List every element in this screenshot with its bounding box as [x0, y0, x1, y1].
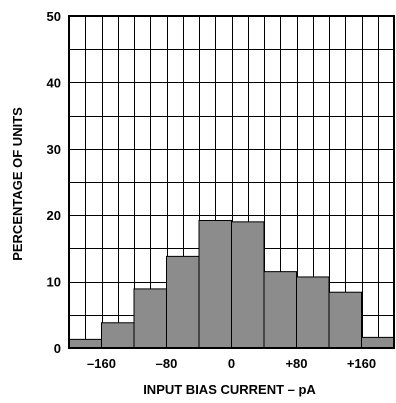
y-tick-label: 20 [47, 208, 61, 223]
y-tick-label: 50 [47, 9, 61, 24]
y-tick-label: 10 [47, 275, 61, 290]
x-tick-label: +160 [347, 356, 376, 371]
histogram-bar [166, 255, 200, 349]
y-axis-tick-labels: 0 10 20 30 40 50 [47, 9, 61, 356]
histogram-bars [68, 220, 395, 349]
y-tick-label: 40 [47, 75, 61, 90]
x-tick-label: 0 [228, 356, 235, 371]
histogram-bar [328, 291, 362, 349]
y-axis-title: PERCENTAGE OF UNITS [10, 107, 25, 261]
histogram-bar [198, 220, 232, 349]
y-tick-label: 30 [47, 142, 61, 157]
histogram-bar [263, 271, 297, 349]
x-tick-label: –80 [156, 356, 178, 371]
histogram-bar [133, 288, 167, 349]
plot-frame [68, 15, 395, 349]
histogram-bar [296, 276, 330, 349]
x-tick-label: +80 [285, 356, 307, 371]
histogram-bar [68, 338, 102, 349]
x-axis-tick-labels: –160 –80 0 +80 +160 [87, 356, 376, 371]
histogram-bar [231, 221, 265, 349]
y-tick-label: 0 [54, 341, 61, 356]
histogram-bar [101, 322, 135, 349]
histogram-bar [361, 336, 395, 349]
x-axis-title: INPUT BIAS CURRENT – pA [143, 382, 316, 397]
x-tick-label: –160 [87, 356, 116, 371]
